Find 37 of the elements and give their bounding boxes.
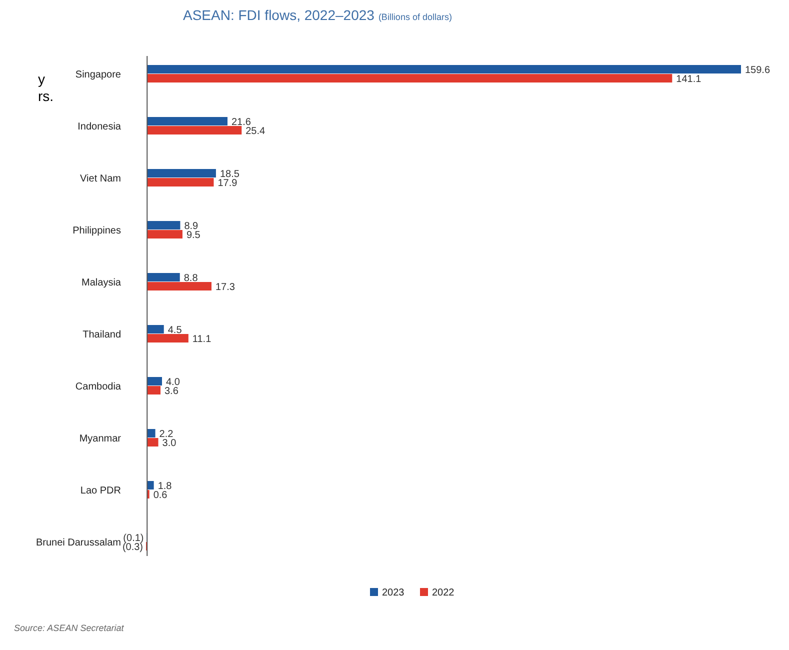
data-label: 3.0 [162, 438, 177, 449]
data-label: 1.8 [158, 481, 172, 492]
data-label: (0.1) [123, 533, 144, 544]
data-label: 8.9 [184, 221, 199, 232]
source-note: Source: ASEAN Secretariat [14, 623, 124, 633]
text: y [38, 71, 45, 87]
data-label: 21.6 [231, 117, 252, 128]
data-label: 2.2 [159, 429, 174, 440]
legend-label: 2023 [382, 588, 405, 598]
y-tick-label: Singapore [75, 70, 122, 80]
data-label: 11.1 [192, 334, 212, 345]
data-label: 4.0 [166, 377, 180, 388]
chart-title: ASEAN: FDI flows, 2022–2023 [183, 7, 374, 23]
data-label: 17.3 [215, 282, 236, 293]
y-tick-label: Indonesia [78, 122, 122, 132]
y-tick-label: Lao PDR [80, 486, 121, 496]
y-tick-label: Myanmar [79, 434, 122, 444]
data-label: (0.3) [122, 542, 143, 553]
y-tick-label: Malaysia [82, 278, 122, 288]
y-tick-label: Cambodia [75, 382, 122, 392]
data-label: 17.9 [218, 178, 238, 189]
data-label: 3.6 [164, 386, 179, 397]
data-label: 141.1 [676, 74, 702, 85]
data-label: 8.8 [184, 273, 198, 284]
data-label: 18.5 [220, 169, 240, 180]
data-label: 159.6 [745, 65, 770, 76]
legend-label: 2022 [432, 588, 455, 598]
y-tick-label: Brunei Darussalam [36, 538, 121, 548]
chart-subtitle: (Billions of dollars) [378, 12, 452, 22]
data-label: 9.5 [186, 230, 201, 241]
y-tick-label: Philippines [72, 226, 121, 236]
y-tick-label: Thailand [82, 330, 121, 340]
data-label: 0.6 [153, 490, 168, 501]
y-tick-label: Viet Nam [80, 174, 121, 184]
text: rs. [38, 88, 54, 104]
data-label: 4.5 [168, 325, 182, 336]
data-label: 25.4 [246, 126, 266, 137]
